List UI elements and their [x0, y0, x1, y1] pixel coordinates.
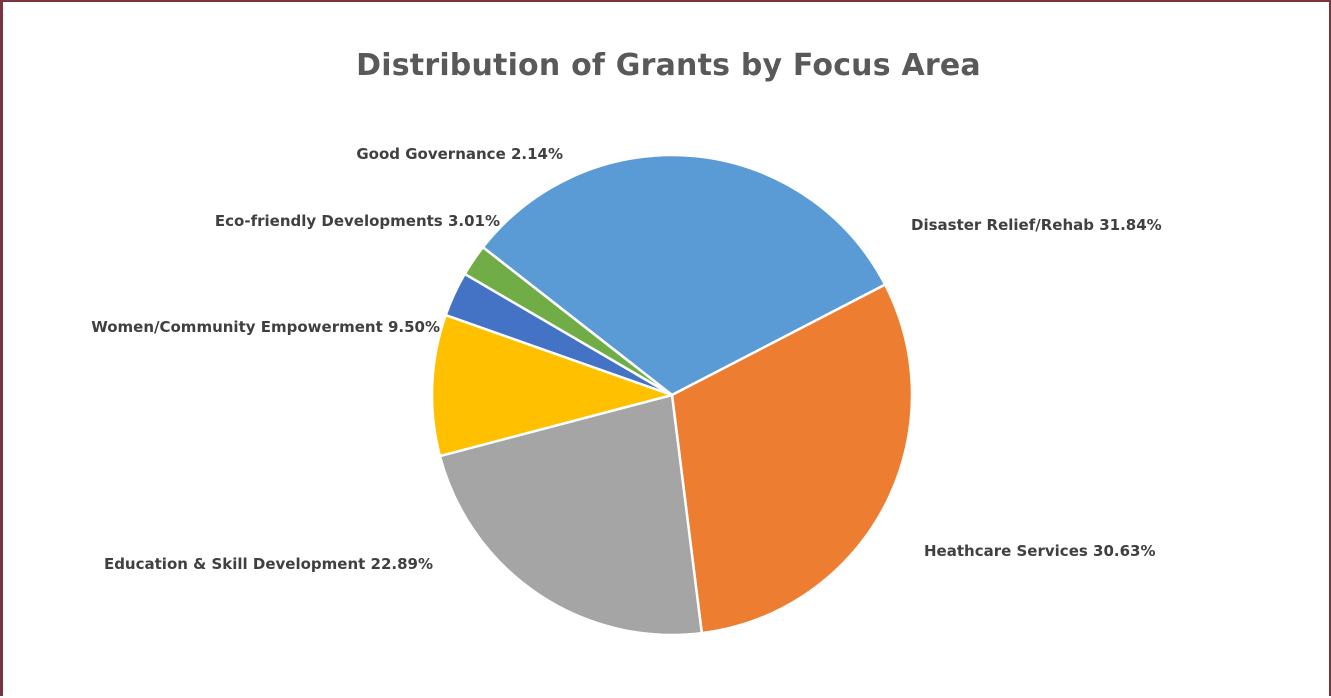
slice-label-good-governance: Good Governance 2.14%: [356, 145, 563, 163]
slice-label-education-and-skill-development: Education & Skill Development 22.89%: [104, 555, 433, 573]
slice-label-disaster-relief-rehab: Disaster Relief/Rehab 31.84%: [911, 216, 1162, 234]
slice-label-heathcare-services: Heathcare Services 30.63%: [924, 542, 1156, 560]
slice-label-eco-friendly-developments: Eco-friendly Developments 3.01%: [215, 212, 500, 230]
pie-slice-good-governance: [463, 245, 674, 397]
slice-label-women-community-empowerment: Women/Community Empowerment 9.50%: [91, 318, 440, 336]
pie-chart: Disaster Relief/Rehab 31.84% Heathcare Se…: [91, 145, 1162, 637]
pie-slice-education-and-skill-development: [438, 393, 704, 637]
pie-slice-heathcare-services: [670, 283, 914, 635]
pie-slice-women-community-empowerment: [430, 313, 674, 458]
pie-slice-disaster-relief-rehab: [481, 153, 887, 397]
chart-title: Distribution of Grants by Focus Area: [356, 48, 981, 83]
